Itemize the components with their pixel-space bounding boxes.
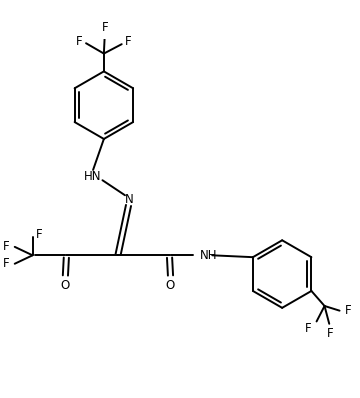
Text: O: O	[61, 279, 70, 292]
Text: N: N	[125, 193, 134, 207]
Text: F: F	[3, 257, 10, 270]
Text: HN: HN	[84, 170, 101, 183]
Text: F: F	[327, 327, 333, 339]
Text: F: F	[345, 304, 352, 317]
Text: O: O	[166, 279, 175, 292]
Text: F: F	[102, 21, 108, 34]
Text: F: F	[305, 322, 312, 335]
Text: F: F	[76, 35, 83, 48]
Text: F: F	[125, 35, 132, 48]
Text: F: F	[36, 228, 42, 241]
Text: F: F	[3, 240, 10, 254]
Text: NH: NH	[200, 249, 217, 262]
